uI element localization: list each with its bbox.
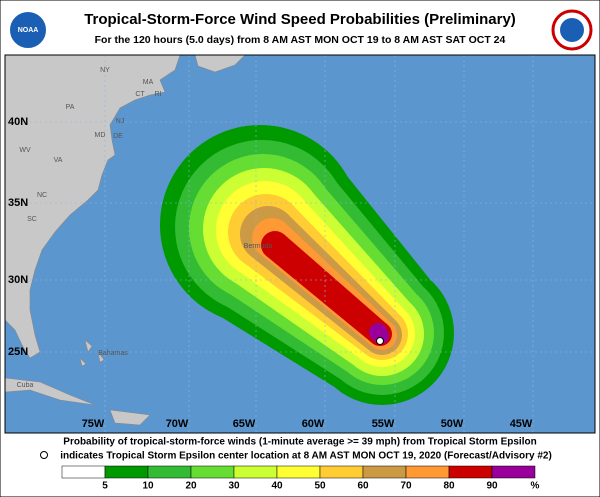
legend-label: 70	[400, 481, 412, 492]
longitude-label: 60W	[302, 418, 325, 430]
place-label: Cuba	[17, 382, 34, 389]
legend-swatch	[362, 465, 407, 479]
legend-unit: %	[531, 481, 540, 492]
contour-body	[370, 326, 388, 341]
place-label: MD	[95, 132, 106, 139]
place-label: CT	[135, 91, 145, 98]
place-label: NY	[100, 67, 110, 74]
legend-swatch	[319, 465, 364, 479]
legend-label: 5	[102, 481, 108, 492]
place-label: MA	[143, 79, 154, 86]
legend-label: 50	[314, 481, 326, 492]
place-label: Bermuda	[244, 243, 273, 250]
longitude-label: 75W	[82, 418, 105, 430]
nws-logo-inner	[560, 18, 584, 42]
footer-line2: indicates Tropical Storm Epsilon center …	[60, 451, 552, 462]
legend-label: 60	[357, 481, 369, 492]
legend-swatch	[276, 465, 321, 479]
legend-label: 40	[271, 481, 283, 492]
place-label: SC	[27, 216, 37, 223]
legend-label: 20	[185, 481, 197, 492]
land	[4, 54, 246, 426]
legend-swatch	[491, 465, 536, 479]
legend-swatch	[405, 465, 450, 479]
place-label: Bahamas	[98, 350, 128, 357]
place-label: VA	[54, 157, 63, 164]
legend-label: 90	[486, 481, 498, 492]
legend: 5 10 20 30 40 50 60 70 80 90%	[61, 465, 540, 492]
legend-swatch	[190, 465, 235, 479]
legend-label: 10	[142, 481, 154, 492]
legend-swatch	[448, 465, 493, 479]
latitude-label: 30N	[8, 274, 28, 286]
latitude-label: 25N	[8, 346, 28, 358]
place-label: NJ	[116, 118, 125, 125]
map-border	[4, 54, 596, 434]
center-symbol	[40, 451, 48, 459]
place-label: WV	[19, 147, 31, 154]
longitude-label: 45W	[510, 418, 533, 430]
contour-body	[265, 234, 388, 344]
legend-label: 30	[228, 481, 240, 492]
legend-swatch	[104, 465, 149, 479]
legend-swatch	[147, 465, 192, 479]
latitude-label: 40N	[8, 116, 28, 128]
noaa-logo	[8, 10, 48, 50]
title: Tropical-Storm-Force Wind Speed Probabil…	[84, 11, 516, 28]
longitude-label: 55W	[372, 418, 395, 430]
storm-center	[376, 337, 384, 345]
map: 40N 35N 30N 25N 75W 70W 65W 60W 55W 50W 45W NY MA CT R…	[4, 54, 595, 433]
legend-swatch	[233, 465, 278, 479]
noaa-text: NOAA	[18, 27, 39, 34]
legend-swatch	[61, 465, 106, 479]
place-label: NC	[37, 192, 47, 199]
footer-line1: Probability of tropical-storm-force wind…	[63, 437, 536, 448]
longitude-label: 50W	[441, 418, 464, 430]
latitude-label: 35N	[8, 197, 28, 209]
longitude-label: 65W	[233, 418, 256, 430]
place-label: RI	[155, 91, 162, 98]
longitude-label: 70W	[166, 418, 189, 430]
legend-label: 80	[443, 481, 455, 492]
place-label: DE	[113, 133, 123, 140]
subtitle: For the 120 hours (5.0 days) from 8 AM A…	[95, 34, 506, 46]
place-label: PA	[66, 104, 75, 111]
